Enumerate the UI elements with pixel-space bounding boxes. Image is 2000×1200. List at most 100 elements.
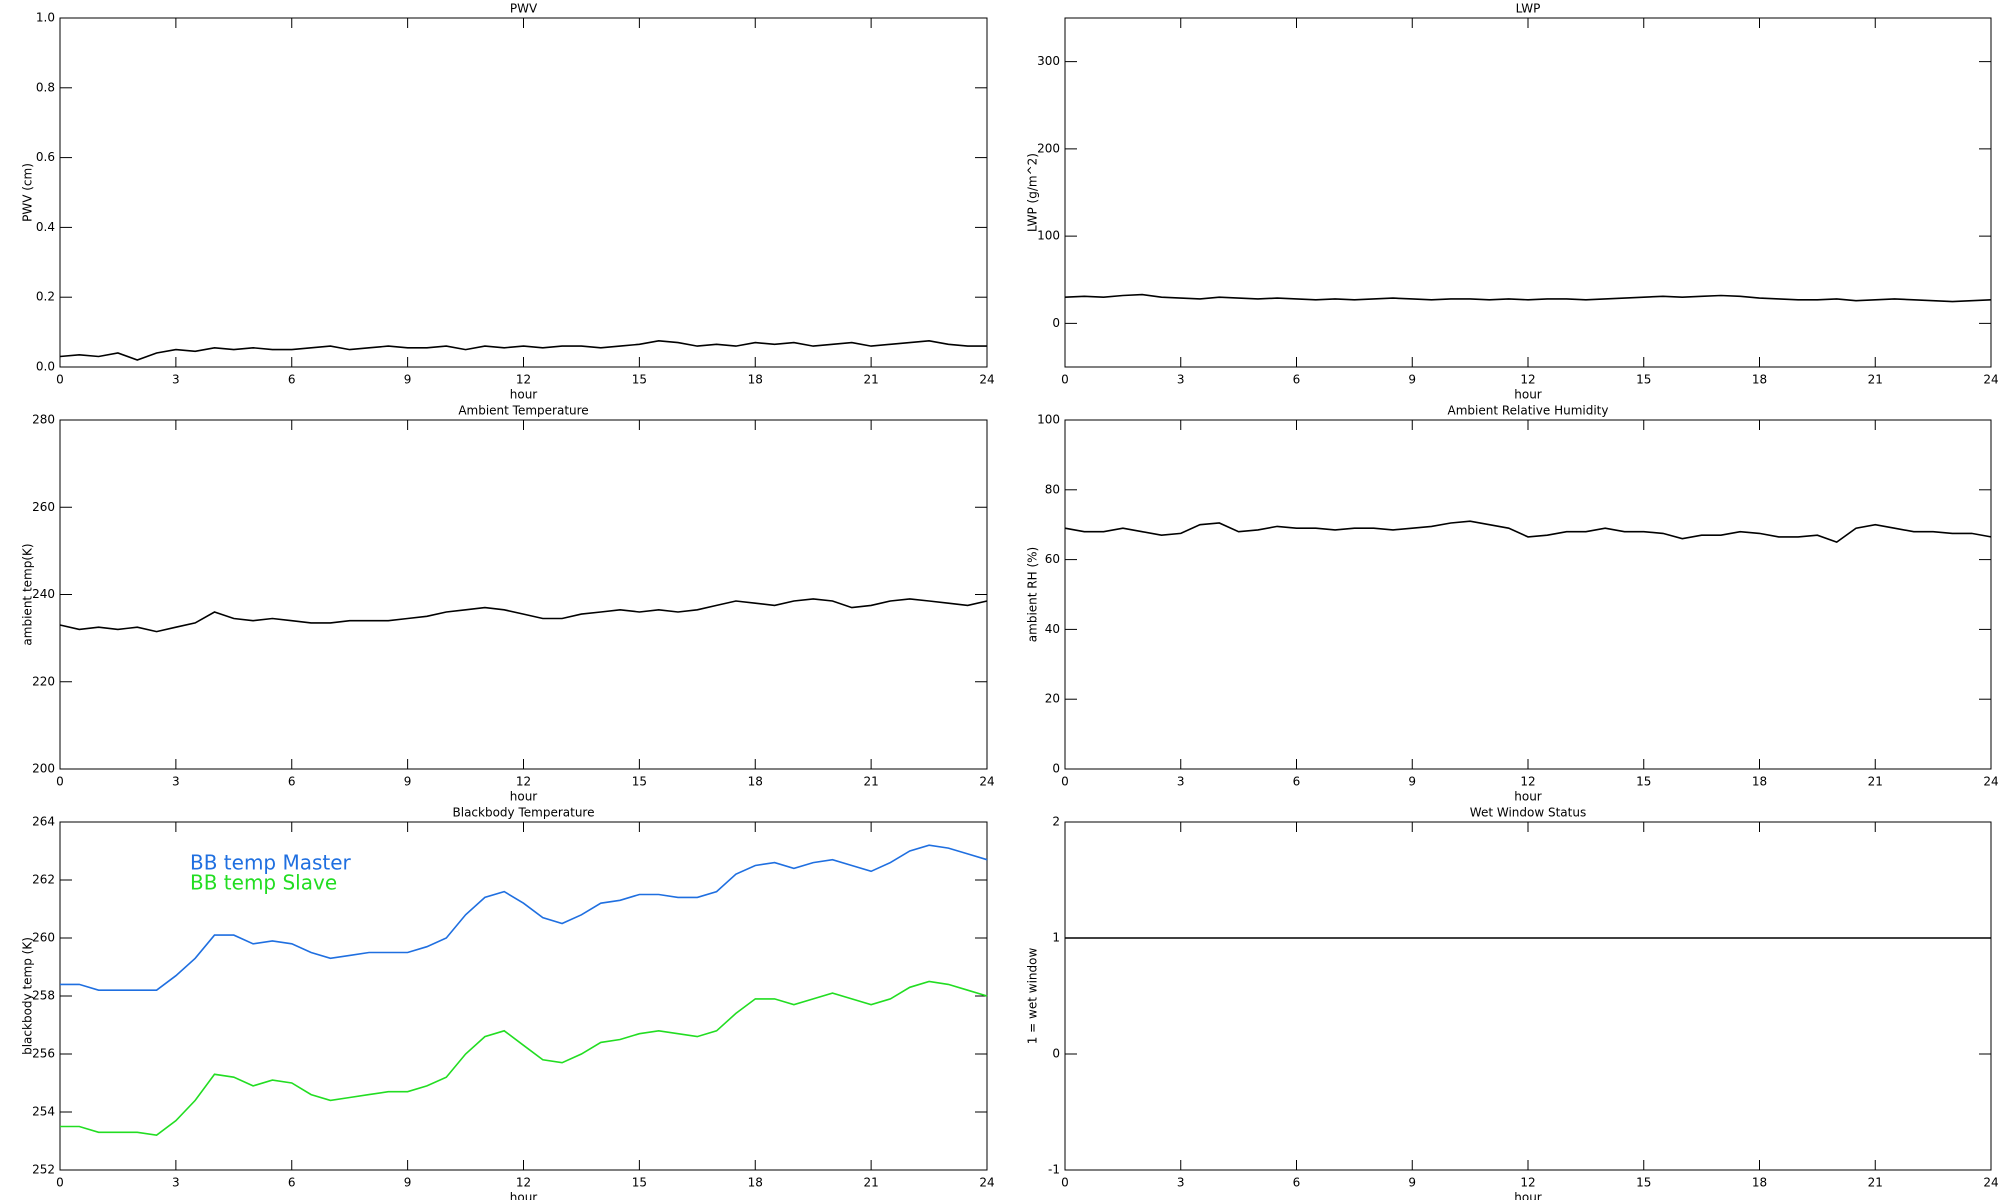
x-tick-label: 6 bbox=[1293, 1176, 1301, 1190]
y-tick-label: 1 bbox=[1052, 931, 1060, 945]
x-axis-label: hour bbox=[510, 388, 538, 402]
legend-entry: BB temp Slave bbox=[190, 871, 337, 895]
x-tick-label: 15 bbox=[632, 373, 647, 387]
chart-title: Ambient Temperature bbox=[458, 404, 588, 418]
x-tick-label: 24 bbox=[979, 373, 994, 387]
x-tick-label: 12 bbox=[516, 373, 531, 387]
x-tick-label: 6 bbox=[1293, 775, 1301, 789]
x-tick-label: 3 bbox=[1177, 775, 1185, 789]
plot-frame bbox=[1064, 419, 1992, 770]
y-tick-label: 258 bbox=[32, 989, 55, 1003]
plot-frame bbox=[59, 419, 988, 770]
x-tick-label: 21 bbox=[1868, 1176, 1883, 1190]
y-axis-label: blackbody temp (K) bbox=[21, 937, 35, 1055]
x-tick-label: 9 bbox=[404, 775, 412, 789]
y-tick-label: 40 bbox=[1045, 622, 1060, 636]
x-tick-label: 6 bbox=[288, 373, 296, 387]
x-tick-label: 0 bbox=[56, 1176, 64, 1190]
x-tick-label: 15 bbox=[632, 775, 647, 789]
x-tick-label: 12 bbox=[516, 775, 531, 789]
x-axis-label: hour bbox=[1514, 388, 1542, 402]
x-tick-label: 21 bbox=[863, 1176, 878, 1190]
x-tick-label: 3 bbox=[1177, 1176, 1185, 1190]
x-tick-label: 12 bbox=[1520, 775, 1535, 789]
chart-panel: Ambient Relative Humidity hour ambient RH … bbox=[1026, 404, 1999, 804]
y-axis-label: ambient RH (%) bbox=[1026, 547, 1040, 642]
x-tick-label: 15 bbox=[1636, 775, 1651, 789]
legend-entry: BB temp Master bbox=[190, 851, 352, 875]
y-tick-label: 80 bbox=[1045, 482, 1060, 496]
x-tick-label: 12 bbox=[516, 1176, 531, 1190]
y-tick-label: 0.4 bbox=[36, 220, 55, 234]
x-tick-label: 9 bbox=[1408, 775, 1416, 789]
y-tick-label: 100 bbox=[1037, 413, 1060, 427]
y-tick-label: 254 bbox=[32, 1105, 55, 1119]
x-tick-label: 9 bbox=[404, 373, 412, 387]
x-tick-label: 24 bbox=[1983, 1176, 1998, 1190]
x-axis-label: hour bbox=[510, 790, 538, 804]
x-axis-label: hour bbox=[510, 1191, 538, 1200]
y-tick-label: 260 bbox=[32, 931, 55, 945]
y-tick-label: 0.8 bbox=[36, 80, 55, 94]
x-tick-label: 21 bbox=[863, 775, 878, 789]
y-tick-label: 240 bbox=[32, 587, 55, 601]
x-tick-label: 18 bbox=[748, 1176, 763, 1190]
y-tick-label: -1 bbox=[1048, 1163, 1060, 1177]
x-axis-label: hour bbox=[1514, 790, 1542, 804]
y-tick-label: 20 bbox=[1045, 692, 1060, 706]
y-axis-label: PWV (cm) bbox=[21, 163, 35, 222]
x-tick-label: 21 bbox=[1868, 775, 1883, 789]
x-tick-label: 12 bbox=[1520, 1176, 1535, 1190]
plot-frame bbox=[59, 17, 988, 368]
y-tick-label: 0 bbox=[1052, 762, 1060, 776]
y-tick-label: 200 bbox=[32, 762, 55, 776]
data-line bbox=[1064, 520, 1992, 543]
y-axis-label: 1 = wet window bbox=[1026, 948, 1040, 1045]
x-tick-label: 15 bbox=[632, 1176, 647, 1190]
y-tick-label: 0.2 bbox=[36, 290, 55, 304]
data-line bbox=[59, 598, 988, 633]
x-tick-label: 18 bbox=[1752, 373, 1767, 387]
data-line bbox=[59, 339, 987, 361]
y-tick-label: 256 bbox=[32, 1047, 55, 1061]
y-tick-label: 0 bbox=[1052, 316, 1060, 330]
x-tick-label: 18 bbox=[1752, 775, 1767, 789]
x-tick-label: 0 bbox=[1061, 775, 1069, 789]
y-tick-label: 300 bbox=[1037, 54, 1060, 68]
y-tick-label: 262 bbox=[32, 873, 55, 887]
y-tick-label: 264 bbox=[32, 815, 55, 829]
x-tick-label: 3 bbox=[172, 1176, 180, 1190]
y-axis-label: ambient temp(K) bbox=[21, 543, 35, 645]
x-tick-label: 18 bbox=[748, 373, 763, 387]
x-tick-label: 6 bbox=[288, 1176, 296, 1190]
y-tick-label: 252 bbox=[32, 1163, 55, 1177]
plot-frame bbox=[1064, 17, 1992, 368]
chart-title: PWV bbox=[510, 2, 538, 16]
y-tick-label: 0 bbox=[1052, 1047, 1060, 1061]
x-tick-label: 0 bbox=[56, 775, 64, 789]
chart-title: LWP bbox=[1516, 2, 1541, 16]
x-tick-label: 21 bbox=[863, 373, 878, 387]
chart-title: Blackbody Temperature bbox=[453, 806, 595, 820]
chart-title: Wet Window Status bbox=[1470, 806, 1586, 820]
x-tick-label: 12 bbox=[1520, 373, 1535, 387]
y-tick-label: 60 bbox=[1045, 552, 1060, 566]
y-tick-label: 100 bbox=[1037, 229, 1060, 243]
y-tick-label: 260 bbox=[32, 500, 55, 514]
x-tick-label: 3 bbox=[172, 373, 180, 387]
y-tick-label: 1.0 bbox=[36, 11, 55, 25]
chart-panel: Wet Window Status hour 1 = wet window 0 3 6 9 1… bbox=[1026, 806, 1999, 1200]
chart-title: Ambient Relative Humidity bbox=[1448, 404, 1609, 418]
x-tick-label: 9 bbox=[404, 1176, 412, 1190]
x-tick-label: 21 bbox=[1868, 373, 1883, 387]
x-axis-label: hour bbox=[1514, 1191, 1542, 1200]
chart-panel: Ambient Temperature hour ambient temp(K) 0 3… bbox=[21, 404, 995, 804]
x-tick-label: 6 bbox=[1293, 373, 1301, 387]
y-tick-label: 0.0 bbox=[36, 360, 55, 374]
x-tick-label: 3 bbox=[1177, 373, 1185, 387]
y-axis-label: LWP (g/m^2) bbox=[1026, 153, 1040, 232]
y-tick-label: 2 bbox=[1052, 815, 1060, 829]
y-tick-label: 0.6 bbox=[36, 150, 55, 164]
x-tick-label: 24 bbox=[979, 1176, 994, 1190]
x-tick-label: 0 bbox=[56, 373, 64, 387]
